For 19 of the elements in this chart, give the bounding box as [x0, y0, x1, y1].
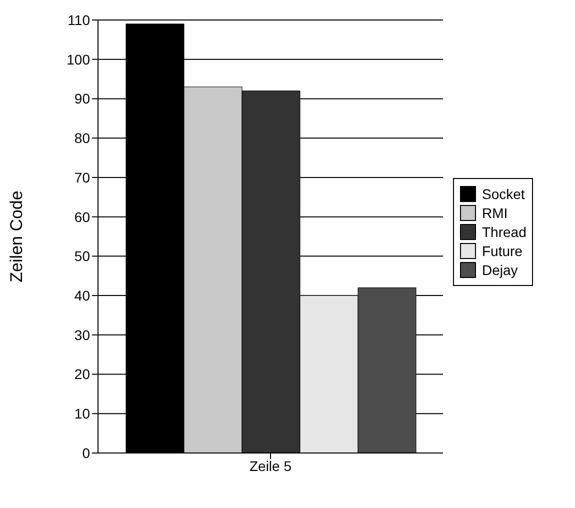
x-tick-label: Zeile 5	[249, 458, 292, 474]
y-tick-label: 90	[74, 90, 90, 107]
y-tick-label: 110	[68, 12, 90, 28]
legend-label: RMI	[482, 205, 508, 221]
y-tick-label: 100	[66, 51, 90, 68]
y-tick-label: 0	[82, 444, 90, 461]
y-tick-label: 20	[74, 366, 90, 382]
y-tick-label: 80	[74, 130, 90, 146]
y-tick-label: 70	[74, 169, 90, 186]
y-tick-label: 30	[74, 326, 90, 343]
y-tick-label: 10	[74, 406, 90, 422]
legend-label: Future	[482, 243, 522, 259]
legend-label: Dejay	[482, 262, 518, 278]
y-tick-label: 40	[74, 288, 90, 304]
y-axis-title: Zeilen Code	[7, 190, 26, 282]
legend-label: Thread	[482, 224, 526, 240]
legend-label: Socket	[482, 186, 525, 202]
y-tick-label: 50	[74, 248, 90, 264]
y-tick-label: 60	[74, 208, 90, 225]
